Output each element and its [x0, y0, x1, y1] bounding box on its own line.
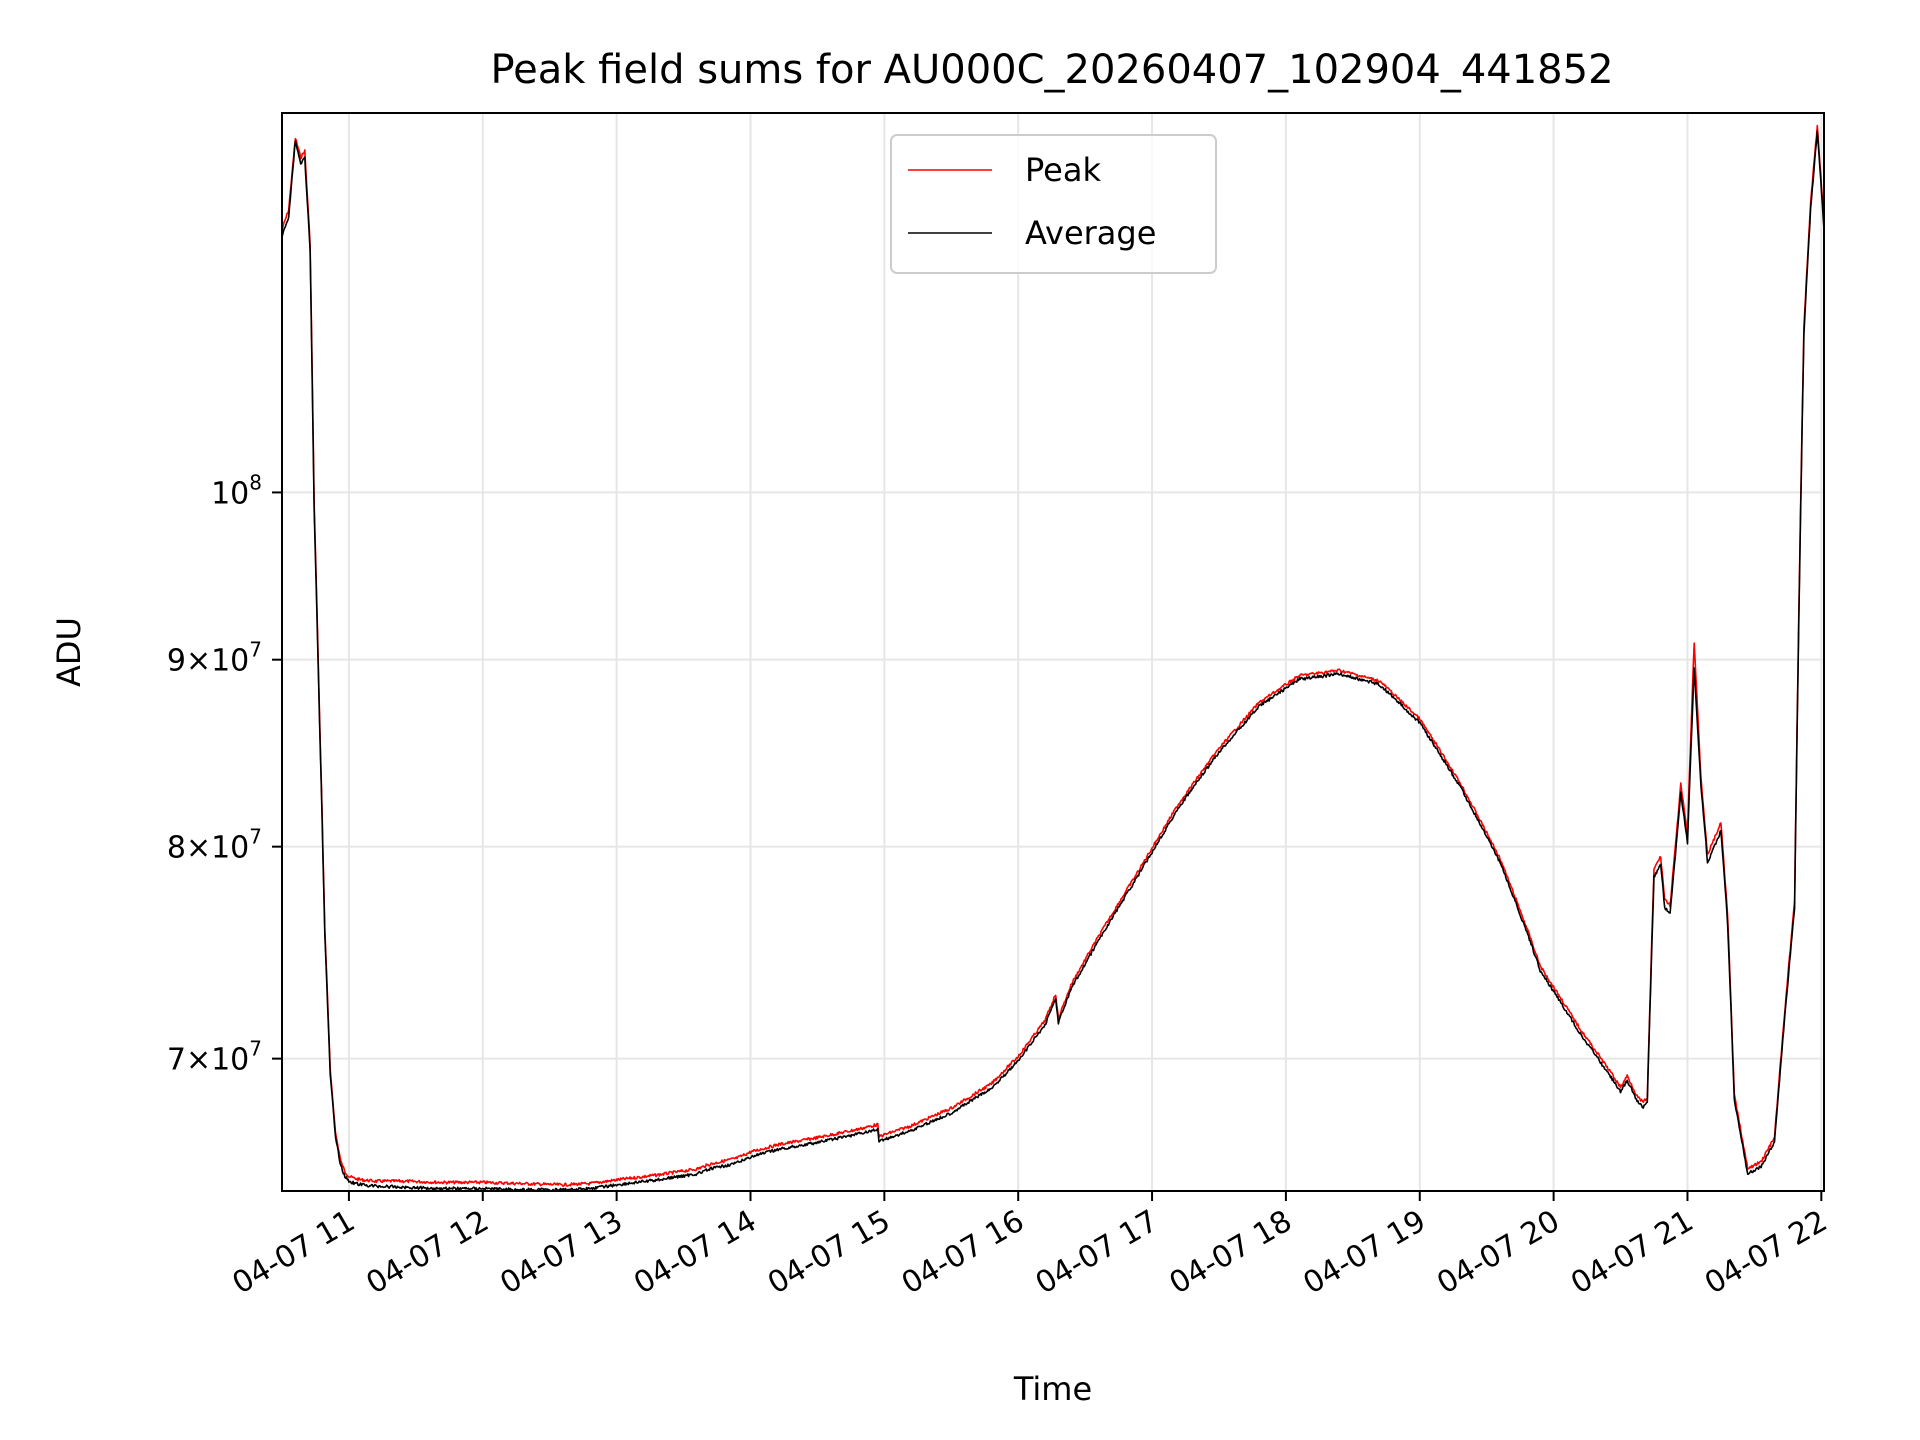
series-line-average — [282, 130, 1824, 1191]
plot-frame — [281, 112, 1825, 1192]
chart-title: Peak field sums for AU000C_20260407_1029… — [490, 47, 1613, 93]
y-axis: 7×107 8×107 9×107 108 — [167, 470, 282, 1078]
legend-label-average: Average — [1025, 214, 1156, 252]
y-tick-label: 9×107 — [167, 638, 262, 679]
y-tick-label: 8×107 — [167, 825, 262, 866]
y-tick-label: 7×107 — [167, 1037, 262, 1078]
legend: Peak Average — [890, 134, 1217, 274]
y-tick-label: 108 — [211, 470, 262, 511]
grid — [282, 113, 1824, 1191]
series-line-peak — [282, 124, 1824, 1187]
x-axis-title: Time — [1013, 1370, 1092, 1408]
y-axis-title: ADU — [50, 617, 88, 687]
legend-label-peak: Peak — [1025, 151, 1101, 189]
series-group — [282, 124, 1824, 1191]
